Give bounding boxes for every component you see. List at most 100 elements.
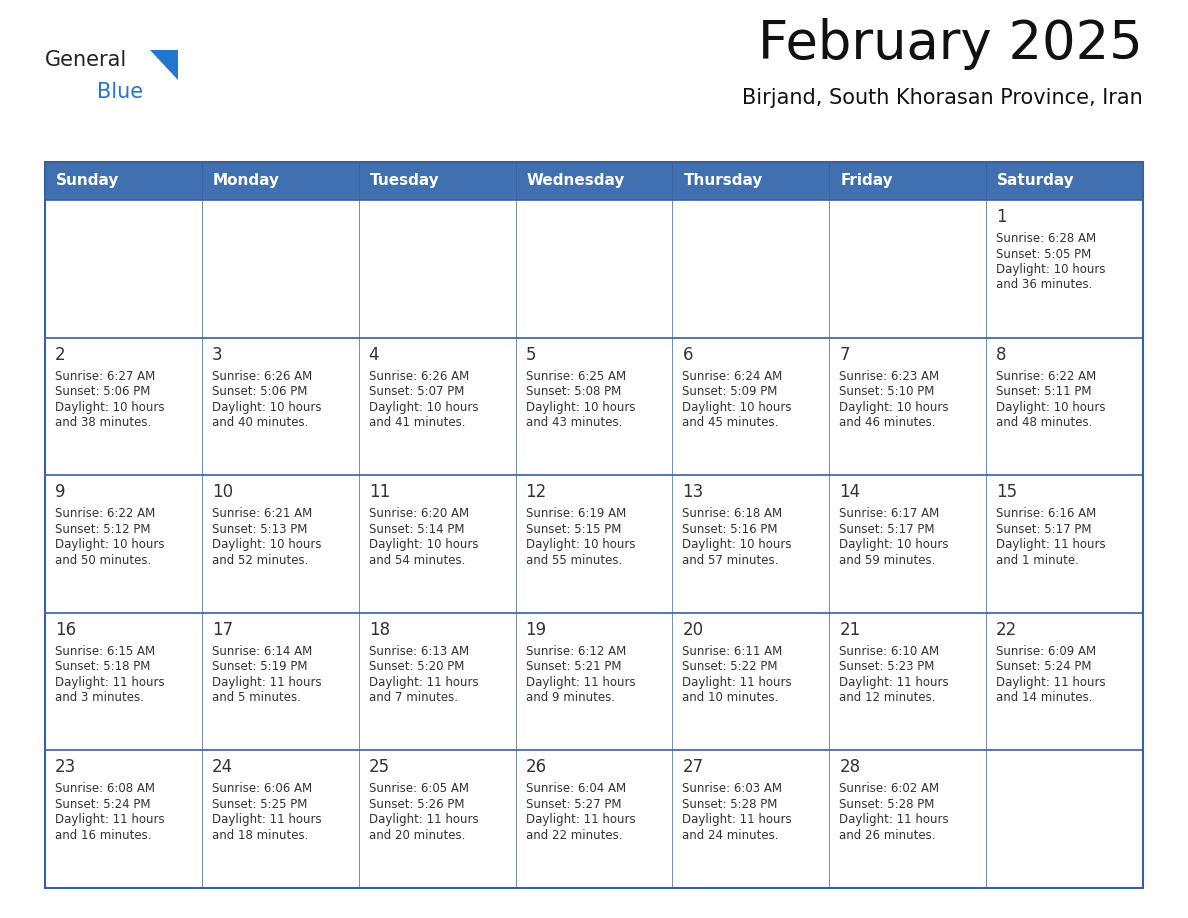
Text: Daylight: 10 hours: Daylight: 10 hours <box>211 400 322 414</box>
Text: and 41 minutes.: and 41 minutes. <box>368 416 466 429</box>
Text: Daylight: 10 hours: Daylight: 10 hours <box>839 400 949 414</box>
Text: Daylight: 11 hours: Daylight: 11 hours <box>211 813 322 826</box>
Bar <box>45 162 1143 888</box>
Text: and 26 minutes.: and 26 minutes. <box>839 829 936 842</box>
Text: Daylight: 11 hours: Daylight: 11 hours <box>682 813 792 826</box>
Text: and 16 minutes.: and 16 minutes. <box>55 829 152 842</box>
Text: and 43 minutes.: and 43 minutes. <box>525 416 623 429</box>
Text: 6: 6 <box>682 345 693 364</box>
Text: 20: 20 <box>682 621 703 639</box>
Text: Daylight: 10 hours: Daylight: 10 hours <box>682 400 792 414</box>
Text: Daylight: 10 hours: Daylight: 10 hours <box>368 538 479 551</box>
Text: Sunrise: 6:11 AM: Sunrise: 6:11 AM <box>682 644 783 658</box>
Bar <box>45 338 1143 476</box>
Text: Sunrise: 6:20 AM: Sunrise: 6:20 AM <box>368 508 469 521</box>
Text: Sunrise: 6:14 AM: Sunrise: 6:14 AM <box>211 644 312 658</box>
Text: and 18 minutes.: and 18 minutes. <box>211 829 308 842</box>
Text: Sunset: 5:09 PM: Sunset: 5:09 PM <box>682 385 778 398</box>
Text: and 52 minutes.: and 52 minutes. <box>211 554 308 566</box>
Text: Sunset: 5:06 PM: Sunset: 5:06 PM <box>55 385 151 398</box>
Text: Daylight: 11 hours: Daylight: 11 hours <box>997 676 1106 688</box>
Text: February 2025: February 2025 <box>758 18 1143 70</box>
Text: Daylight: 11 hours: Daylight: 11 hours <box>368 676 479 688</box>
Text: Sunrise: 6:18 AM: Sunrise: 6:18 AM <box>682 508 783 521</box>
Text: 27: 27 <box>682 758 703 777</box>
Text: Daylight: 10 hours: Daylight: 10 hours <box>682 538 792 551</box>
Text: Sunset: 5:11 PM: Sunset: 5:11 PM <box>997 385 1092 398</box>
Text: 13: 13 <box>682 483 703 501</box>
Text: 19: 19 <box>525 621 546 639</box>
Text: Sunrise: 6:12 AM: Sunrise: 6:12 AM <box>525 644 626 658</box>
Text: and 22 minutes.: and 22 minutes. <box>525 829 623 842</box>
Text: and 46 minutes.: and 46 minutes. <box>839 416 936 429</box>
Text: and 9 minutes.: and 9 minutes. <box>525 691 614 704</box>
Text: Monday: Monday <box>213 174 280 188</box>
Text: Sunset: 5:27 PM: Sunset: 5:27 PM <box>525 798 621 811</box>
Text: Sunrise: 6:13 AM: Sunrise: 6:13 AM <box>368 644 469 658</box>
Text: Sunset: 5:06 PM: Sunset: 5:06 PM <box>211 385 308 398</box>
Text: 8: 8 <box>997 345 1006 364</box>
Text: Sunrise: 6:22 AM: Sunrise: 6:22 AM <box>55 508 156 521</box>
Text: Daylight: 11 hours: Daylight: 11 hours <box>368 813 479 826</box>
Text: Sunset: 5:14 PM: Sunset: 5:14 PM <box>368 522 465 536</box>
Text: Sunset: 5:12 PM: Sunset: 5:12 PM <box>55 522 151 536</box>
Text: 11: 11 <box>368 483 390 501</box>
Text: Sunset: 5:24 PM: Sunset: 5:24 PM <box>55 798 151 811</box>
Text: Sunrise: 6:21 AM: Sunrise: 6:21 AM <box>211 508 312 521</box>
Text: Sunset: 5:19 PM: Sunset: 5:19 PM <box>211 660 308 673</box>
Text: 21: 21 <box>839 621 860 639</box>
Text: Sunset: 5:25 PM: Sunset: 5:25 PM <box>211 798 308 811</box>
Text: Sunset: 5:24 PM: Sunset: 5:24 PM <box>997 660 1092 673</box>
Text: and 10 minutes.: and 10 minutes. <box>682 691 779 704</box>
Text: and 48 minutes.: and 48 minutes. <box>997 416 1093 429</box>
Text: 1: 1 <box>997 208 1006 226</box>
Text: 3: 3 <box>211 345 222 364</box>
Text: 12: 12 <box>525 483 546 501</box>
Text: Sunset: 5:26 PM: Sunset: 5:26 PM <box>368 798 465 811</box>
Text: Sunrise: 6:17 AM: Sunrise: 6:17 AM <box>839 508 940 521</box>
Text: Sunrise: 6:22 AM: Sunrise: 6:22 AM <box>997 370 1097 383</box>
Text: and 50 minutes.: and 50 minutes. <box>55 554 151 566</box>
Text: Sunset: 5:23 PM: Sunset: 5:23 PM <box>839 660 935 673</box>
Text: 17: 17 <box>211 621 233 639</box>
Text: Blue: Blue <box>97 82 143 102</box>
Text: Sunrise: 6:25 AM: Sunrise: 6:25 AM <box>525 370 626 383</box>
Text: 15: 15 <box>997 483 1017 501</box>
Text: and 54 minutes.: and 54 minutes. <box>368 554 465 566</box>
Text: and 24 minutes.: and 24 minutes. <box>682 829 779 842</box>
Text: Sunset: 5:07 PM: Sunset: 5:07 PM <box>368 385 465 398</box>
Text: Daylight: 10 hours: Daylight: 10 hours <box>55 400 164 414</box>
Text: and 40 minutes.: and 40 minutes. <box>211 416 308 429</box>
Text: and 38 minutes.: and 38 minutes. <box>55 416 151 429</box>
Text: General: General <box>45 50 127 70</box>
Text: and 59 minutes.: and 59 minutes. <box>839 554 936 566</box>
Text: Daylight: 11 hours: Daylight: 11 hours <box>525 813 636 826</box>
Text: and 57 minutes.: and 57 minutes. <box>682 554 779 566</box>
Text: Sunrise: 6:04 AM: Sunrise: 6:04 AM <box>525 782 626 795</box>
Text: 26: 26 <box>525 758 546 777</box>
Text: Daylight: 11 hours: Daylight: 11 hours <box>211 676 322 688</box>
Text: and 36 minutes.: and 36 minutes. <box>997 278 1093 292</box>
Text: 9: 9 <box>55 483 65 501</box>
Text: Saturday: Saturday <box>997 174 1075 188</box>
Text: 10: 10 <box>211 483 233 501</box>
Text: Sunday: Sunday <box>56 174 119 188</box>
Text: Sunset: 5:22 PM: Sunset: 5:22 PM <box>682 660 778 673</box>
Text: Sunset: 5:21 PM: Sunset: 5:21 PM <box>525 660 621 673</box>
Text: Daylight: 10 hours: Daylight: 10 hours <box>997 263 1106 276</box>
Text: Sunset: 5:18 PM: Sunset: 5:18 PM <box>55 660 151 673</box>
Text: Daylight: 11 hours: Daylight: 11 hours <box>525 676 636 688</box>
Bar <box>45 613 1143 750</box>
Text: Sunrise: 6:28 AM: Sunrise: 6:28 AM <box>997 232 1097 245</box>
Text: Wednesday: Wednesday <box>526 174 625 188</box>
Text: Daylight: 11 hours: Daylight: 11 hours <box>997 538 1106 551</box>
Text: 5: 5 <box>525 345 536 364</box>
Text: Sunrise: 6:24 AM: Sunrise: 6:24 AM <box>682 370 783 383</box>
Text: Sunrise: 6:08 AM: Sunrise: 6:08 AM <box>55 782 154 795</box>
Text: Birjand, South Khorasan Province, Iran: Birjand, South Khorasan Province, Iran <box>742 88 1143 108</box>
Text: Sunset: 5:05 PM: Sunset: 5:05 PM <box>997 248 1092 261</box>
Text: Sunset: 5:28 PM: Sunset: 5:28 PM <box>682 798 778 811</box>
Text: Sunrise: 6:15 AM: Sunrise: 6:15 AM <box>55 644 156 658</box>
Text: and 7 minutes.: and 7 minutes. <box>368 691 457 704</box>
Text: Tuesday: Tuesday <box>369 174 440 188</box>
